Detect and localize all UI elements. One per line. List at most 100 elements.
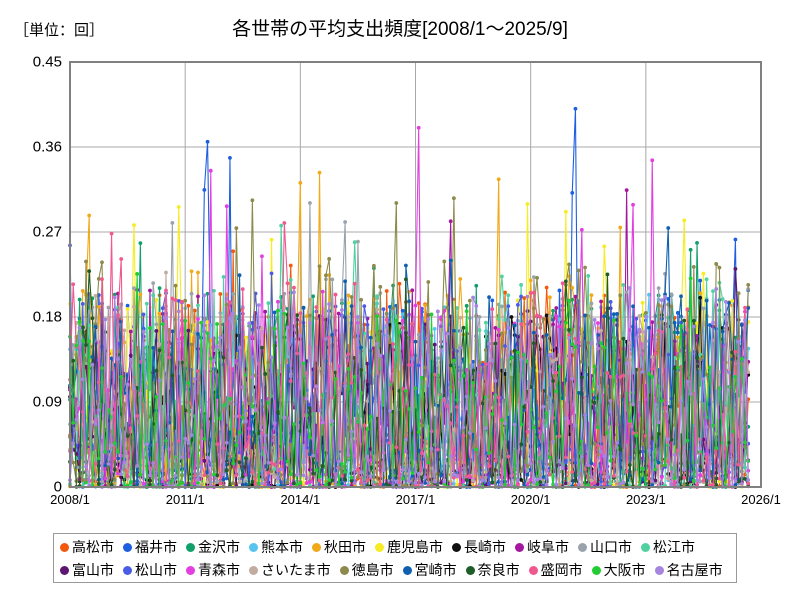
legend-item-金沢市[interactable]: 金沢市 (186, 540, 240, 554)
legend-marker-icon (591, 565, 601, 575)
data-point (711, 482, 715, 487)
data-point (151, 281, 156, 285)
legend-item-富山市[interactable]: 富山市 (60, 563, 114, 577)
data-point (522, 400, 527, 405)
data-point (567, 336, 571, 340)
data-point (183, 318, 188, 323)
data-point (557, 434, 562, 439)
data-point (151, 293, 156, 298)
data-point (183, 436, 188, 441)
data-point (490, 307, 495, 312)
data-point (595, 346, 600, 351)
data-point (519, 442, 523, 447)
data-point (244, 482, 248, 487)
data-point (634, 336, 639, 340)
data-point (743, 305, 747, 310)
data-point (196, 331, 200, 336)
legend-item-label: 高松市 (72, 539, 114, 555)
data-point (368, 335, 373, 340)
legend-item-長崎市[interactable]: 長崎市 (452, 540, 506, 554)
data-point (100, 260, 104, 265)
data-point (240, 474, 245, 479)
data-point (391, 283, 396, 288)
data-point (554, 482, 559, 487)
data-point (727, 370, 731, 375)
data-point (461, 433, 466, 438)
data-point (515, 350, 520, 355)
data-point (138, 472, 143, 477)
legend-item-鹿児島市[interactable]: 鹿児島市 (375, 540, 443, 554)
legend-item-岐阜市[interactable]: 岐阜市 (515, 540, 569, 554)
legend-item-盛岡市[interactable]: 盛岡市 (528, 563, 583, 577)
data-point (93, 422, 98, 426)
data-point (404, 388, 408, 393)
data-point (595, 443, 600, 448)
data-point (404, 277, 408, 282)
data-point (279, 223, 284, 228)
data-point (714, 287, 719, 291)
legend-item-青森市[interactable]: 青森市 (186, 563, 240, 577)
legend-item-奈良市[interactable]: 奈良市 (465, 563, 520, 577)
data-point (675, 365, 680, 370)
data-point (74, 456, 79, 461)
data-point (477, 373, 482, 378)
data-point (135, 272, 140, 276)
data-point (308, 201, 312, 205)
data-point (570, 190, 575, 195)
data-point (279, 467, 284, 472)
legend-item-山口市[interactable]: 山口市 (578, 540, 632, 554)
legend-item-秋田市[interactable]: 秋田市 (312, 540, 366, 554)
data-point (461, 373, 466, 378)
data-point (586, 273, 591, 278)
legend-item-label: 熊本市 (261, 539, 303, 555)
legend-item-名古屋市[interactable]: 名古屋市 (654, 563, 723, 577)
data-point (707, 476, 712, 481)
legend-marker-icon (60, 542, 69, 552)
data-point (653, 351, 658, 356)
legend: 高松市 福井市 金沢市 熊本市 秋田市 鹿児島市 長崎市 岐阜市 山口市 松江市 富山市 松山市 青森… (53, 533, 737, 583)
data-point (218, 292, 223, 296)
data-point (679, 294, 683, 299)
data-point (272, 462, 277, 467)
data-point (701, 377, 706, 381)
data-point (343, 384, 348, 389)
legend-item-大阪市[interactable]: 大阪市 (591, 563, 646, 577)
legend-item-松江市[interactable]: 松江市 (641, 540, 695, 554)
data-point (359, 297, 364, 302)
data-point (228, 316, 232, 321)
data-point (631, 304, 635, 309)
data-point (311, 471, 316, 476)
data-point (605, 371, 610, 375)
legend-item-徳島市[interactable]: 徳島市 (339, 563, 394, 577)
legend-item-松山市[interactable]: 松山市 (123, 563, 177, 577)
data-point (132, 304, 136, 309)
legend-item-高松市[interactable]: 高松市 (60, 540, 114, 554)
legend-item-福井市[interactable]: 福井市 (123, 540, 177, 554)
data-point (112, 295, 117, 300)
legend-item-熊本市[interactable]: 熊本市 (249, 540, 303, 554)
data-point (563, 455, 568, 460)
data-point (84, 343, 88, 347)
data-point (340, 298, 344, 302)
data-point (688, 276, 693, 281)
data-point (103, 317, 108, 322)
data-point (349, 475, 354, 480)
data-point (442, 479, 447, 484)
data-point (384, 311, 389, 316)
legend-item-宮崎市[interactable]: 宮崎市 (402, 563, 457, 577)
data-point (733, 375, 738, 379)
data-point (547, 455, 552, 460)
data-point (208, 356, 213, 361)
data-point (311, 453, 316, 458)
data-point (269, 237, 274, 242)
data-point (250, 334, 255, 339)
data-point (189, 433, 194, 437)
data-point (282, 415, 287, 420)
data-point (96, 380, 101, 385)
legend-item-さいたま市[interactable]: さいたま市 (249, 563, 331, 577)
data-point (96, 456, 101, 461)
data-point (180, 455, 184, 459)
data-point (317, 474, 322, 479)
data-point (570, 342, 575, 347)
data-point (317, 408, 322, 413)
